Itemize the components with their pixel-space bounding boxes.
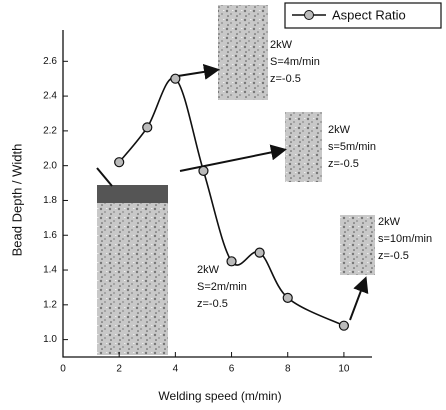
bead-image	[97, 185, 168, 355]
y-tick-label: 1.0	[43, 334, 57, 345]
annotation: s=10m/min	[378, 233, 432, 245]
data-point	[170, 73, 181, 84]
series-line	[118, 77, 345, 327]
x-tick-label: 6	[229, 364, 235, 375]
y-tick-label: 2.0	[43, 160, 57, 171]
y-tick-label: 1.2	[43, 299, 57, 310]
y-tick-label: 1.4	[43, 265, 57, 276]
y-tick-label: 2.2	[43, 126, 57, 137]
arrow	[349, 276, 369, 321]
annotation: z=-0.5	[270, 73, 301, 85]
x-tick-label: 8	[285, 364, 291, 375]
data-point	[254, 247, 265, 258]
x-tick-label: 10	[338, 364, 350, 375]
legend-label: Aspect Ratio	[332, 7, 406, 22]
y-tick-label: 2.4	[43, 91, 57, 102]
annotation: z=-0.5	[378, 250, 409, 262]
data-point	[226, 256, 237, 267]
arrow	[177, 63, 220, 80]
legend: Aspect Ratio	[284, 2, 442, 29]
annotation: S=2m/min	[197, 281, 247, 293]
legend-marker	[304, 10, 314, 20]
data-point	[114, 157, 125, 168]
arrow	[179, 144, 287, 172]
y-tick-label: 1.6	[43, 230, 57, 241]
annotation: z=-0.5	[197, 298, 228, 310]
y-tick-label: 1.8	[43, 195, 57, 206]
x-tick-label: 4	[173, 364, 179, 375]
x-tick-label: 2	[116, 364, 122, 375]
y-tick-label: 2.6	[43, 56, 57, 67]
annotation: z=-0.5	[328, 158, 359, 170]
x-tick-label: 0	[60, 364, 66, 375]
annotation: S=4m/min	[270, 56, 320, 68]
data-point	[198, 165, 209, 176]
micrographs	[97, 5, 375, 355]
annotation: s=5m/min	[328, 141, 376, 153]
bead-image	[340, 215, 375, 275]
arrow	[96, 167, 113, 187]
y-axis-label: Bead Depth / Width	[9, 144, 24, 257]
data-point	[142, 122, 153, 133]
data-point	[338, 320, 350, 331]
bead-top	[97, 185, 168, 203]
annotation: 2kW	[378, 216, 401, 228]
annotation: 2kW	[270, 39, 293, 51]
arrows	[96, 63, 369, 321]
bead-image	[285, 112, 322, 182]
annotation: 2kW	[197, 264, 220, 276]
data-point	[282, 292, 293, 303]
bead-image	[218, 5, 268, 100]
annotation: 2kW	[328, 124, 351, 136]
x-axis-label: Welding speed (m/min)	[158, 389, 281, 403]
